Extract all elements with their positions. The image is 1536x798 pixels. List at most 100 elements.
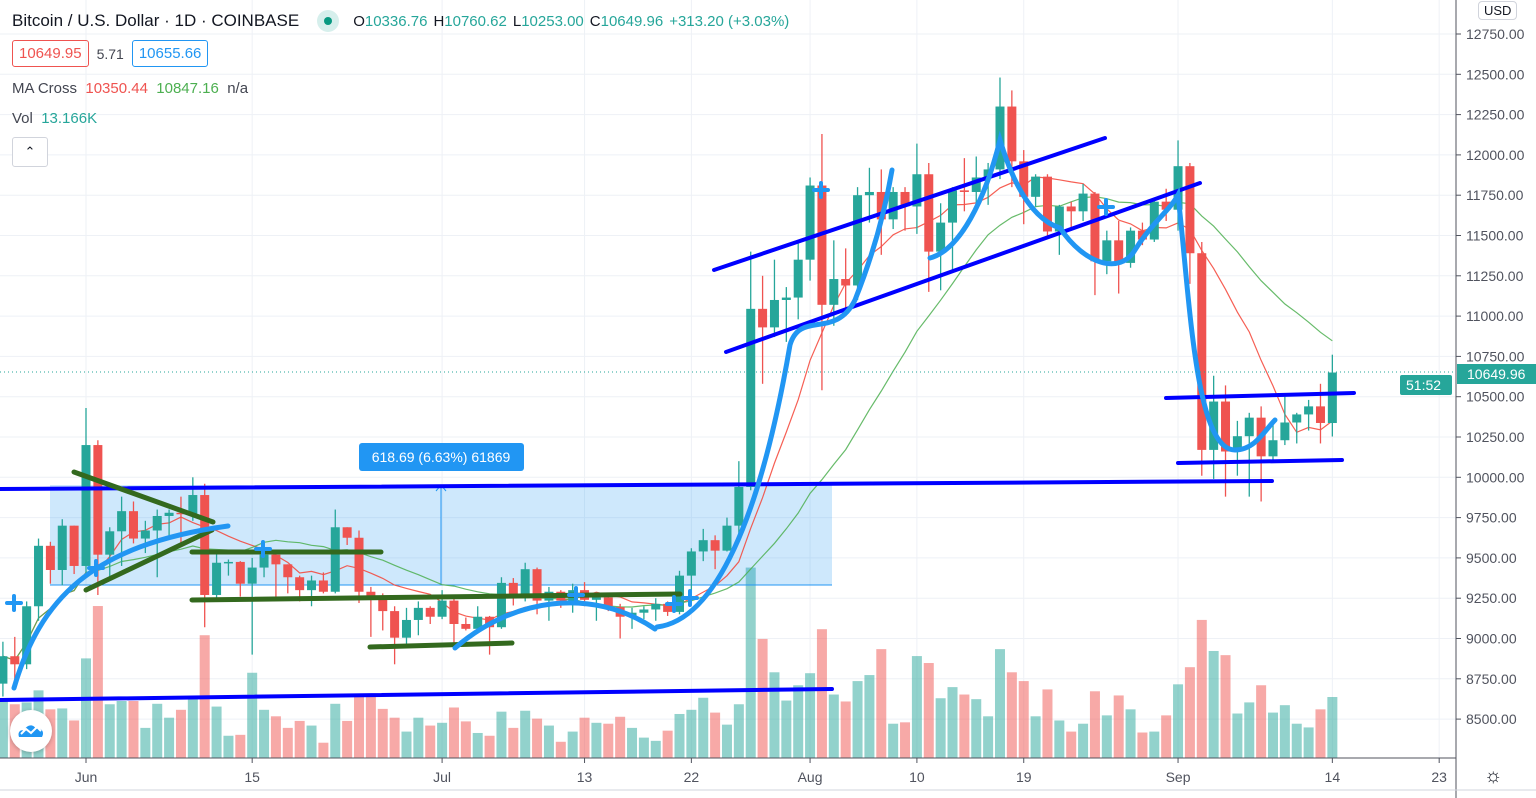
volume-bar [864, 675, 875, 758]
volume-bar [555, 741, 566, 758]
candle [686, 548, 696, 594]
candle [1126, 227, 1136, 268]
volume-bar [662, 730, 673, 758]
settings-gear-icon[interactable]: ☼ [1484, 765, 1503, 787]
volume-bar [413, 717, 424, 758]
symbol-title[interactable]: Bitcoin / U.S. Dollar · 1D · COINBASE [12, 11, 300, 30]
range-top-line[interactable] [1164, 391, 1356, 400]
candle [1221, 385, 1231, 497]
volume-bar [247, 672, 258, 758]
volume-bar [1054, 720, 1065, 758]
drawings[interactable] [0, 130, 1356, 702]
candle-body [1327, 372, 1337, 424]
volume-bar [674, 713, 685, 758]
candle-body [520, 569, 530, 599]
candle-body [342, 527, 352, 538]
ohlc-low-label: L [512, 12, 522, 30]
support-line[interactable] [0, 479, 1274, 491]
collapse-legend-button[interactable]: ⌃ [12, 137, 48, 167]
buy-price-button[interactable]: 10655.66 [131, 40, 209, 67]
volume-bar [591, 722, 602, 758]
candle [912, 143, 922, 234]
candle [425, 606, 435, 624]
volume-bar [1089, 691, 1100, 758]
candle [710, 535, 720, 570]
volume-bar [92, 606, 103, 758]
volume-label: Vol [12, 110, 33, 127]
channel-upper-line[interactable] [712, 136, 1107, 272]
candle [793, 243, 803, 320]
candle-body [413, 607, 423, 620]
volume-bar [1256, 685, 1267, 758]
candle-body [81, 445, 91, 566]
curve-drawing[interactable] [11, 523, 231, 691]
candle [45, 541, 55, 584]
volume-bar [152, 703, 163, 758]
candle [769, 259, 779, 338]
candle [271, 551, 281, 599]
candle-body [1031, 176, 1041, 197]
candle-body [532, 569, 542, 601]
last-price-tag [1457, 364, 1536, 384]
volume-bar [0, 701, 8, 758]
volume-bar [306, 725, 317, 758]
channel-lower-line[interactable] [724, 181, 1202, 354]
ma-cross-legend[interactable]: MA Cross 10350.44 10847.16 n/a [12, 80, 248, 97]
volume-bar [686, 709, 697, 758]
candle [1102, 230, 1112, 275]
green-trend-line[interactable] [367, 640, 515, 650]
sell-price-button[interactable]: 10649.95 [12, 40, 89, 67]
candle-body [437, 600, 447, 617]
time-tick-label: Jul [433, 769, 451, 785]
candle [413, 601, 423, 636]
candle-body [698, 540, 708, 552]
time-tick-label: 15 [244, 769, 260, 785]
volume-bar [852, 681, 863, 758]
volume-bar [1303, 727, 1314, 758]
volume-bar [947, 687, 958, 758]
candle-body [817, 185, 827, 305]
bottom-trend-line[interactable] [0, 687, 834, 702]
measure-label: 618.69 (6.63%) 61869 [372, 449, 511, 465]
volume-bar [365, 695, 376, 758]
grid [0, 0, 1456, 758]
volume-bar [745, 567, 756, 758]
green-trend-line[interactable] [189, 591, 683, 603]
candle-body [390, 611, 400, 638]
volume-bar [1018, 681, 1029, 758]
price-range-measure[interactable] [50, 484, 832, 586]
candle-body [164, 512, 174, 516]
candle [1327, 354, 1337, 437]
volume-bar [128, 701, 139, 758]
volume-bar [1161, 715, 1172, 758]
candle-body [734, 486, 744, 526]
cross-markers[interactable] [5, 181, 1115, 613]
candle-body [591, 597, 601, 600]
green-trend-line[interactable] [83, 527, 215, 593]
curve-drawing[interactable] [927, 130, 1278, 453]
price-axis[interactable]: 12750.00 12500.00 12250.00 12000.00 11750.00… [1456, 26, 1525, 727]
tradingview-logo-icon[interactable] [10, 710, 52, 752]
volume-bar [1078, 723, 1089, 758]
candle [1090, 191, 1100, 296]
candle-body [1078, 193, 1088, 212]
curve-drawing[interactable] [452, 600, 658, 651]
range-bottom-line[interactable] [1176, 458, 1344, 465]
price-tick-label: 12000.00 [1466, 147, 1525, 163]
price-tick-label: 11500.00 [1466, 228, 1524, 244]
currency-button[interactable]: USD [1478, 1, 1518, 20]
volume-bar [389, 717, 400, 758]
time-axis[interactable]: Jun 15 Jul 13 22 Aug 10 19 Sep 14 23 [75, 758, 1447, 785]
price-tick-label: 10000.00 [1466, 469, 1525, 485]
candle-body [758, 308, 768, 328]
volume-legend[interactable]: Vol 13.166K [12, 110, 97, 127]
candle-body [793, 259, 803, 298]
candle-body [603, 597, 613, 608]
candle [853, 187, 863, 300]
curve-drawing[interactable] [654, 167, 895, 630]
candle-body [496, 582, 506, 628]
candle [900, 187, 910, 231]
green-trend-line[interactable] [71, 469, 216, 525]
candle [1031, 174, 1041, 207]
